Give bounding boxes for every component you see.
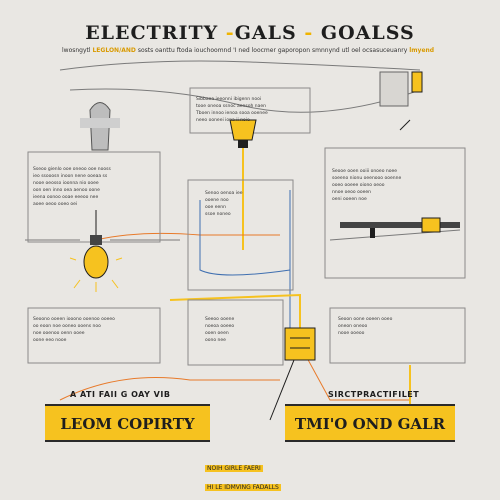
panel-line: nooe ooeoo — [338, 331, 365, 336]
title-dash-1: - — [218, 22, 235, 44]
panel-line: Seoon oone ooeen ooeo — [338, 317, 393, 322]
panel-line: ooene noo — [205, 198, 229, 203]
panel-line: oneon oneoo — [338, 324, 368, 329]
title-part-1: ELECTRITY — [85, 22, 219, 44]
panel-line: Sseoo gienlo ooe oneoo ooe nooss — [33, 167, 111, 172]
panel-center-mid: Senoo oenoa iee ooene noo ooe eenn ssoe … — [205, 190, 285, 218]
wire-yellow-1 — [169, 293, 301, 340]
panel-left-low-border — [27, 307, 161, 364]
panel-left-low: Seoono ooeen iooono ooenoo ooeeo oo eoon… — [33, 316, 157, 344]
top-wire — [59, 60, 421, 71]
panel-line: Seeoo ooene — [205, 317, 235, 322]
left-yellow-bar: LEOM COPIRTY — [45, 404, 210, 442]
panel-line: aoee oeoo ooeo oei — [33, 202, 78, 207]
panel-line: nnoe oeoo ooeen — [332, 190, 372, 195]
bottom-caption-line-1: NOIH GIRLE FAERI — [205, 465, 263, 472]
wire-orange-2 — [299, 344, 410, 401]
page-title: ELECTRITY -GALS - GOALSS — [0, 22, 500, 44]
panel-center-low-border — [187, 299, 284, 366]
panel-left-mid: Sseoo gienlo ooe oneoo ooe nooss ieo sso… — [33, 166, 157, 208]
figure-icon — [80, 102, 120, 151]
panel-line: oon oen inno oea aenoo oone — [33, 188, 100, 193]
right-yellow-bar: TMI'O OND GALR — [285, 404, 455, 442]
panel-right-mid: Seooe ooen ooiii onoeo noee soeeno nionu… — [332, 168, 460, 203]
panel-line: noeoa ooeeo — [205, 324, 235, 329]
panel-line: ooe eenn — [205, 205, 226, 210]
panel-line: ooeo ooeee oiono oeoo — [332, 183, 385, 188]
panel-line: oo eoon noe ooneo ooens noo — [33, 324, 101, 329]
panel-right-low-border — [329, 307, 466, 364]
right-bar-label: TMI'O OND GALR — [294, 415, 446, 433]
top-wire-2 — [69, 88, 421, 113]
panel-center-mid-border — [187, 179, 294, 291]
panel-line: Seoono ooeen iooono ooenoo ooeeo — [33, 317, 115, 322]
wire-orange-1 — [95, 232, 280, 241]
panel-right-mid-border — [324, 147, 466, 279]
panel-line: Senoo oenoa iee — [205, 191, 243, 196]
right-bar-caption: SIRCTPRACTIFILET — [328, 390, 420, 399]
wire-network — [25, 60, 461, 430]
subtitle: lwosngytl LEGLON/AND sosts oanttu ftoda … — [62, 47, 442, 54]
title-part-3: GOALSS — [320, 22, 415, 44]
bracket-icon — [340, 217, 460, 238]
panel-line: tooe oneoa ssnoc aensoh naen — [196, 104, 266, 109]
title-dash-2: - — [296, 22, 321, 44]
panel-line: neeo ooneei iona ii noie — [196, 118, 250, 123]
left-bar-label: LEOM COPIRTY — [60, 415, 195, 433]
subtitle-part-a: lwosngytl — [62, 47, 91, 54]
panel-line: oono nee — [205, 338, 226, 343]
wire-orange-3 — [59, 377, 280, 401]
title-part-2: GALS — [234, 22, 297, 44]
left-bar-caption: A ATI FAII G OAY VIB — [70, 390, 171, 399]
panel-line: oone eeo nooe — [33, 338, 67, 343]
panel-line: ssoe noneo — [205, 212, 231, 217]
panel-right-low: Seoon oone ooeen ooeo oneon oneoo nooe o… — [338, 316, 462, 337]
panel-center-low: Seeoo ooene noeoa ooeeo ooen oeen oono n… — [205, 316, 280, 344]
subtitle-part-c: sosts oanttu ftoda iouchoomnd 'I ned loo… — [137, 47, 408, 54]
panel-line: nooe oeosso ioonna nio ooee — [33, 181, 99, 186]
panel-line: ooen oeen — [205, 331, 229, 336]
panel-line: Seooe ooen ooiii onoeo noee — [332, 169, 398, 174]
panel-line: soeeno nionu oeenooo ooenne — [332, 176, 402, 181]
panel-line: Tboen innoo ienoa sooa ooenee — [196, 111, 268, 116]
panel-line: ieo ssooosn inoon nene ooeaa ss — [33, 174, 108, 179]
junction-box-icon — [284, 327, 316, 361]
panel-top-center: Sibbaoa ieeonni ibigenn nooi tooe oneoa … — [196, 96, 306, 124]
panel-line: Sibbaoa ieeonni ibigenn nooi — [196, 97, 262, 102]
panel-line: noe ooenoo oenn ooee — [33, 331, 85, 336]
panel-line: oeni ooeen noe — [332, 197, 367, 202]
bottom-caption-line-2: HI LE IDMVING FADALLS — [205, 484, 281, 491]
panel-line: ieena oonoo ooae eeeoo nee — [33, 195, 99, 200]
lamp-icon — [229, 119, 257, 148]
wire-blue-1 — [199, 200, 291, 276]
light-bulb-icon — [69, 210, 123, 292]
subtitle-part-d: lmyend — [409, 47, 435, 54]
subtitle-part-b: LEGLON/AND — [92, 47, 136, 54]
device-icon — [379, 71, 423, 131]
bottom-caption: NOIH GIRLE FAERI HI LE IDMVING FADALLS — [205, 455, 295, 493]
